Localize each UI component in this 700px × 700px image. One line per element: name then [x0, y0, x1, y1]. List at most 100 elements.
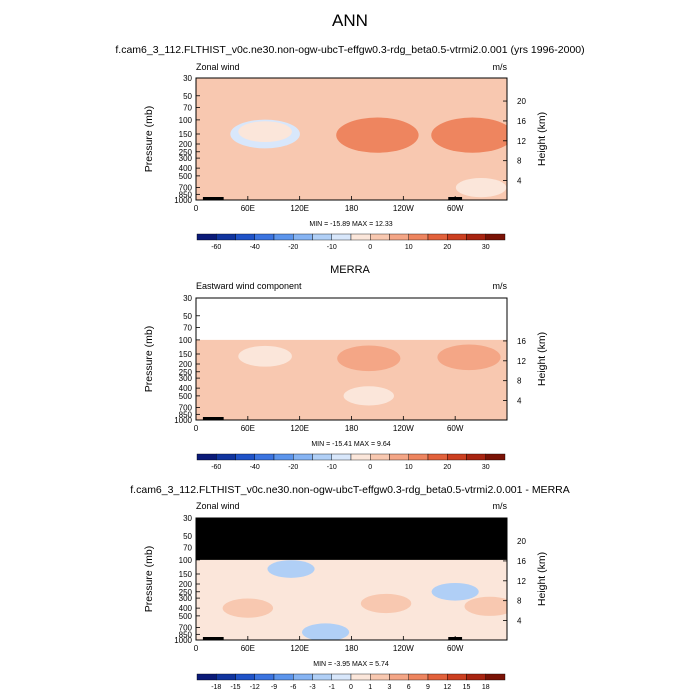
- y-axis-right-title: Height (km): [536, 552, 548, 606]
- z-tick-label-3: 8: [517, 597, 522, 606]
- panel-left-label: Zonal wind: [196, 62, 240, 72]
- colorbar-swatch-14: [466, 453, 486, 461]
- colorbar-label-2: -12: [250, 684, 260, 691]
- colorbar-swatch-4: [273, 453, 294, 461]
- p-tick-label-10: 700: [179, 624, 193, 633]
- z-tick-label-0: 20: [517, 97, 526, 106]
- p-tick-label-5: 200: [179, 360, 193, 369]
- figure-title: ANN: [332, 11, 368, 30]
- panel1-subtitle: f.cam6_3_112.FLTHIST_v0c.ne30.non-ogw-ub…: [115, 44, 584, 56]
- colorbar-swatch-11: [408, 233, 429, 241]
- z-tick-label-0: 20: [517, 537, 526, 546]
- p-tick-label-9: 500: [179, 392, 193, 401]
- colorbar-swatch-3: [254, 453, 275, 461]
- y-axis-right-title: Height (km): [536, 332, 548, 386]
- field-region-12: [455, 177, 507, 198]
- panel-units: m/s: [493, 501, 508, 511]
- colorbar-label-0: -60: [211, 244, 221, 251]
- field-region-0: [459, 90, 507, 115]
- panel2-subtitle: MERRA: [330, 264, 370, 276]
- colorbar-swatch-6: [312, 233, 332, 241]
- x-tick-label-5: 60W: [447, 204, 464, 213]
- topography-bar-0: [202, 197, 216, 200]
- colorbar-label-4: 0: [368, 464, 372, 471]
- colorbar-swatch-12: [427, 453, 448, 461]
- y-axis-title: Pressure (mb): [143, 546, 155, 613]
- field-region-3: [267, 560, 315, 578]
- field-region-8: [431, 117, 507, 153]
- colorbar-swatch-5: [293, 673, 313, 681]
- topography-bar-0: [202, 637, 216, 640]
- colorbar-swatch-7: [331, 233, 352, 241]
- colorbar-swatch-9: [370, 673, 390, 681]
- plot-area: [196, 78, 507, 200]
- p-tick-label-1: 50: [183, 92, 192, 101]
- z-tick-label-3: 8: [517, 157, 522, 166]
- topography-bar-1: [215, 197, 224, 200]
- p-tick-label-11: 850: [179, 410, 193, 419]
- colorbar-swatch-4: [273, 233, 294, 241]
- x-tick-label-1: 60E: [241, 644, 255, 653]
- colorbar-swatch-10: [389, 453, 409, 461]
- colorbar-label-4: -6: [290, 684, 296, 691]
- p-tick-label-8: 400: [179, 164, 193, 173]
- colorbar-swatch-10: [389, 673, 409, 681]
- p-tick-label-2: 70: [183, 323, 192, 332]
- p-tick-label-1: 50: [183, 312, 192, 321]
- colorbar-swatch-14: [466, 233, 486, 241]
- colorbar-swatch-8: [350, 453, 371, 461]
- p-tick-label-7: 300: [179, 374, 193, 383]
- x-tick-label-0: 0: [194, 644, 199, 653]
- z-tick-label-4: 4: [517, 177, 522, 186]
- colorbar-label-1: -15: [230, 684, 240, 691]
- z-tick-label-1: 12: [517, 357, 526, 366]
- p-tick-label-11: 850: [179, 630, 193, 639]
- p-tick-label-6: 250: [179, 148, 193, 157]
- colorbar-swatch-12: [427, 233, 448, 241]
- field-region-9: [208, 145, 262, 167]
- x-tick-label-5: 60W: [447, 424, 464, 433]
- z-tick-label-3: 4: [517, 397, 522, 406]
- p-tick-label-0: 30: [183, 514, 192, 523]
- x-tick-label-0: 0: [194, 204, 199, 213]
- colorbar-label-3: -9: [271, 684, 277, 691]
- colorbar-label-4: 0: [368, 244, 372, 251]
- colorbar-label-6: 20: [443, 244, 451, 251]
- colorbar-label-14: 18: [482, 684, 490, 691]
- colorbar-swatch-1: [216, 673, 236, 681]
- field-region-0: [222, 598, 274, 618]
- colorbar-label-5: 10: [405, 464, 413, 471]
- colorbar-label-8: 1: [368, 684, 372, 691]
- colorbar-swatch-13: [447, 233, 467, 241]
- p-tick-label-6: 250: [179, 588, 193, 597]
- x-tick-label-3: 180: [345, 204, 359, 213]
- colorbar-label-7: 30: [482, 244, 490, 251]
- x-tick-label-2: 120E: [290, 644, 309, 653]
- colorbar-label-6: -1: [329, 684, 335, 691]
- colorbar-swatch-3: [254, 673, 275, 681]
- z-tick-label-0: 16: [517, 337, 526, 346]
- colorbar-swatch-5: [293, 233, 313, 241]
- p-tick-label-4: 150: [179, 130, 193, 139]
- field-region-4: [431, 582, 479, 601]
- panel-merra: Eastward wind component m/s30507010015020…: [143, 281, 548, 471]
- colorbar-label-2: -20: [288, 244, 298, 251]
- p-tick-label-0: 30: [183, 74, 192, 83]
- colorbar-swatch-0: [196, 453, 217, 461]
- min-max-stats: MIN = -3.95 MAX = 5.74: [313, 661, 389, 668]
- panel-left-label: Zonal wind: [196, 501, 240, 511]
- x-tick-label-1: 60E: [241, 204, 255, 213]
- p-tick-label-12: 1000: [174, 416, 192, 425]
- colorbar-label-1: -40: [250, 244, 260, 251]
- colorbar-swatch-15: [485, 453, 506, 461]
- p-tick-label-12: 1000: [174, 196, 192, 205]
- z-tick-label-2: 8: [517, 377, 522, 386]
- colorbar-swatch-6: [312, 673, 332, 681]
- z-tick-label-1: 16: [517, 117, 526, 126]
- panel-units: m/s: [493, 62, 508, 72]
- field-region-5: [336, 117, 419, 153]
- colorbar-label-7: 0: [349, 684, 353, 691]
- p-tick-label-10: 700: [179, 184, 193, 193]
- p-tick-label-6: 250: [179, 368, 193, 377]
- colorbar-swatch-15: [485, 233, 506, 241]
